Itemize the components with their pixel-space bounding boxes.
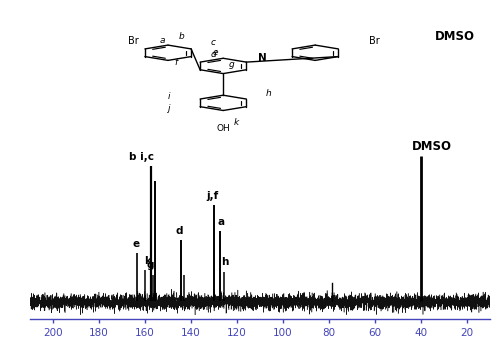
Text: N: N	[258, 52, 266, 62]
Text: k: k	[234, 118, 239, 127]
Text: a: a	[218, 217, 224, 227]
Text: a: a	[160, 36, 166, 45]
Text: Br: Br	[368, 36, 380, 46]
Text: Br: Br	[128, 35, 138, 45]
Text: f: f	[174, 58, 178, 67]
Text: g: g	[228, 60, 234, 69]
Text: j: j	[168, 104, 170, 113]
Text: OH: OH	[216, 124, 230, 133]
Text: h: h	[266, 89, 272, 98]
Text: d: d	[176, 226, 183, 236]
Text: g: g	[147, 260, 154, 270]
Text: e: e	[212, 48, 218, 57]
Text: b: b	[178, 32, 184, 41]
Text: d: d	[210, 50, 216, 59]
Text: j,f: j,f	[206, 191, 219, 201]
Text: DMSO: DMSO	[412, 141, 452, 153]
Text: h: h	[221, 257, 228, 267]
Text: b i,c: b i,c	[129, 152, 154, 162]
Text: e: e	[132, 239, 140, 248]
Text: i: i	[168, 92, 170, 101]
Text: DMSO: DMSO	[435, 31, 475, 43]
Text: c: c	[210, 37, 216, 46]
Text: k: k	[144, 256, 151, 266]
